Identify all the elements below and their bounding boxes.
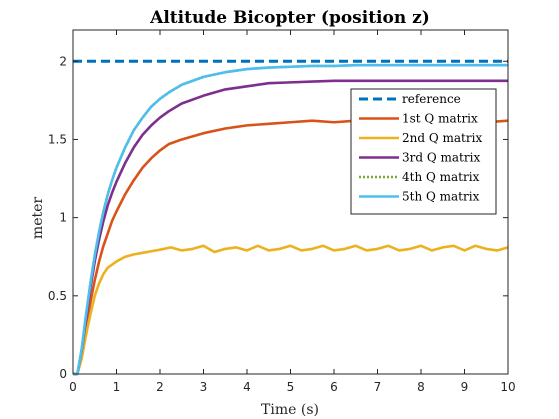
legend-label: 2nd Q matrix — [402, 131, 482, 145]
x-tick-label: 9 — [461, 380, 469, 394]
x-tick-label: 10 — [500, 380, 515, 394]
x-tick-label: 8 — [417, 380, 425, 394]
x-tick-label: 3 — [200, 380, 208, 394]
legend-label: 1st Q matrix — [402, 112, 478, 126]
chart-title: Altitude Bicopter (position z) — [149, 8, 430, 28]
y-tick-label: 1.5 — [48, 132, 67, 146]
axes-layer: 0 1 2 3 4 5 6 7 8 9 10 0 0.5 1 1.5 2 — [48, 29, 516, 394]
y-tick-label: 2 — [59, 54, 67, 68]
legend-box — [350, 88, 497, 215]
x-tick-label: 1 — [113, 380, 121, 394]
legend-label: reference — [402, 92, 461, 106]
y-tick-label: 0.5 — [48, 289, 67, 303]
y-axis-label: meter — [30, 197, 46, 239]
x-tick-label: 7 — [374, 380, 382, 394]
legend: reference 1st Q matrix 2nd Q matrix 3rd Q m… — [350, 88, 497, 215]
x-tick-label: 6 — [330, 380, 338, 394]
x-tick-label: 0 — [69, 380, 77, 394]
x-axis-label: Time (s) — [261, 402, 319, 418]
x-tick-label: 4 — [243, 380, 251, 394]
legend-label: 4th Q matrix — [402, 170, 480, 184]
series-line-6 — [73, 63, 508, 376]
series-layer — [73, 59, 509, 376]
y-tick-label: 0 — [59, 367, 67, 381]
legend-label: 5th Q matrix — [402, 190, 480, 204]
x-tick-label: 2 — [156, 380, 164, 394]
x-tick-label: 5 — [287, 380, 295, 394]
series-line-3 — [73, 244, 509, 376]
y-tick-label: 1 — [59, 211, 67, 225]
legend-label: 3rd Q matrix — [402, 151, 480, 165]
